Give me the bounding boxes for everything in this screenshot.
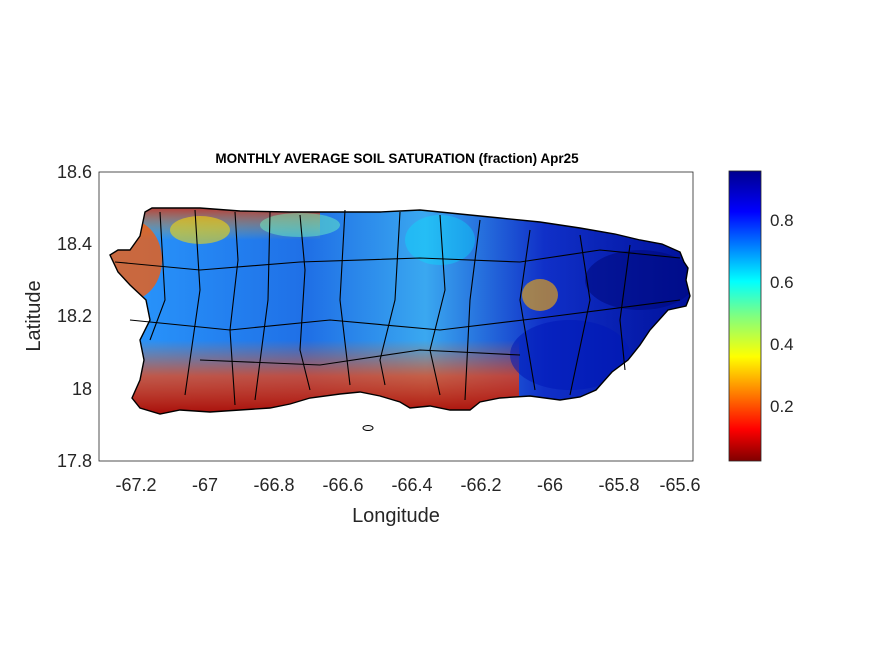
x-axis-ticks: -67.2 -67 -66.8 -66.6 -66.4 -66.2 -66 -6… bbox=[115, 475, 700, 495]
x-tick-label: -66.8 bbox=[253, 475, 294, 495]
colorbar: 0.8 0.6 0.4 0.2 bbox=[728, 170, 794, 462]
colorbar-tick-label: 0.8 bbox=[770, 211, 794, 230]
map-axes bbox=[98, 171, 694, 462]
x-tick-label: -65.6 bbox=[659, 475, 700, 495]
x-tick-label: -66.2 bbox=[460, 475, 501, 495]
y-tick-label: 18.4 bbox=[57, 234, 92, 254]
x-axis-label: Longitude bbox=[352, 505, 440, 527]
y-tick-label: 18.2 bbox=[57, 306, 92, 326]
x-tick-label: -66.6 bbox=[322, 475, 363, 495]
x-tick-label: -65.8 bbox=[598, 475, 639, 495]
y-tick-label: 18.6 bbox=[57, 162, 92, 182]
x-tick-label: -66.4 bbox=[391, 475, 432, 495]
y-axis-ticks: 18.6 18.4 18.2 18 17.8 bbox=[57, 162, 92, 471]
municipality-boundaries bbox=[114, 209, 681, 406]
y-tick-label: 17.8 bbox=[57, 451, 92, 471]
colorbar-gradient bbox=[728, 170, 762, 462]
caja-de-muertos-island bbox=[362, 425, 374, 431]
y-tick-label: 18 bbox=[72, 379, 92, 399]
northern-dry-zone bbox=[140, 208, 320, 240]
y-axis-label: Latitude bbox=[23, 280, 45, 351]
colorbar-tick-label: 0.2 bbox=[770, 397, 794, 416]
x-tick-label: -67.2 bbox=[115, 475, 156, 495]
x-tick-label: -66 bbox=[537, 475, 563, 495]
colorbar-tick-label: 0.4 bbox=[770, 335, 794, 354]
island-coastline bbox=[109, 207, 691, 415]
x-tick-label: -67 bbox=[192, 475, 218, 495]
map-title: MONTHLY AVERAGE SOIL SATURATION (fractio… bbox=[215, 151, 579, 166]
colorbar-tick-label: 0.6 bbox=[770, 273, 794, 292]
